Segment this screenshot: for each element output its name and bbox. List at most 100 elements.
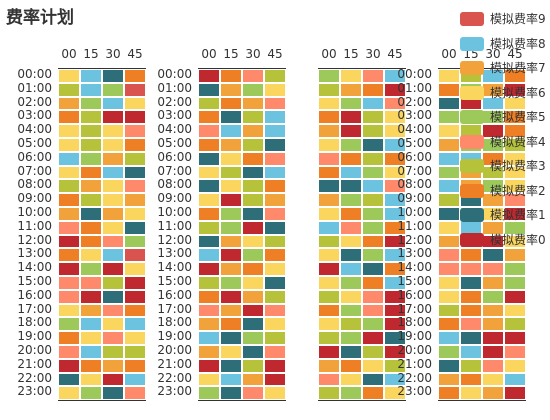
rate-cell[interactable] xyxy=(220,96,242,111)
rate-cell[interactable] xyxy=(80,151,102,166)
rate-cell[interactable] xyxy=(482,262,504,276)
rate-cell[interactable] xyxy=(242,372,264,387)
rate-cell[interactable] xyxy=(264,358,286,373)
rate-cell[interactable] xyxy=(384,289,406,304)
rate-cell[interactable] xyxy=(102,317,124,332)
rate-cell[interactable] xyxy=(242,289,264,304)
rate-cell[interactable] xyxy=(438,165,460,180)
rate-cell[interactable] xyxy=(198,138,220,152)
rate-cell[interactable] xyxy=(198,248,220,263)
rate-cell[interactable] xyxy=(80,179,102,194)
rate-cell[interactable] xyxy=(80,193,102,207)
rate-cell[interactable] xyxy=(340,110,362,125)
rate-cell[interactable] xyxy=(504,372,526,387)
rate-cell[interactable] xyxy=(80,220,102,235)
rate-cell[interactable] xyxy=(340,193,362,207)
rate-cell[interactable] xyxy=(318,124,340,138)
rate-cell[interactable] xyxy=(198,317,220,332)
rate-cell[interactable] xyxy=(242,96,264,111)
rate-cell[interactable] xyxy=(504,289,526,304)
rate-cell[interactable] xyxy=(318,82,340,97)
rate-cell[interactable] xyxy=(58,110,80,125)
rate-cell[interactable] xyxy=(504,262,526,276)
rate-cell[interactable] xyxy=(198,96,220,111)
rate-cell[interactable] xyxy=(102,331,124,345)
rate-cell[interactable] xyxy=(124,234,146,249)
rate-cell[interactable] xyxy=(198,193,220,207)
rate-cell[interactable] xyxy=(384,276,406,290)
rate-cell[interactable] xyxy=(482,372,504,387)
rate-cell[interactable] xyxy=(264,317,286,332)
rate-cell[interactable] xyxy=(438,289,460,304)
rate-cell[interactable] xyxy=(504,386,526,401)
rate-cell[interactable] xyxy=(124,386,146,401)
rate-cell[interactable] xyxy=(58,179,80,194)
rate-cell[interactable] xyxy=(340,138,362,152)
rate-cell[interactable] xyxy=(58,207,80,221)
rate-cell[interactable] xyxy=(460,358,482,373)
rate-cell[interactable] xyxy=(80,372,102,387)
rate-cell[interactable] xyxy=(220,124,242,138)
rate-cell[interactable] xyxy=(220,345,242,359)
rate-cell[interactable] xyxy=(384,110,406,125)
rate-cell[interactable] xyxy=(242,358,264,373)
rate-cell[interactable] xyxy=(198,207,220,221)
rate-cell[interactable] xyxy=(340,207,362,221)
rate-cell[interactable] xyxy=(102,96,124,111)
rate-cell[interactable] xyxy=(198,303,220,318)
rate-cell[interactable] xyxy=(362,220,384,235)
rate-cell[interactable] xyxy=(220,358,242,373)
rate-cell[interactable] xyxy=(58,386,80,401)
rate-cell[interactable] xyxy=(340,317,362,332)
rate-cell[interactable] xyxy=(220,234,242,249)
rate-cell[interactable] xyxy=(102,289,124,304)
rate-cell[interactable] xyxy=(460,303,482,318)
rate-cell[interactable] xyxy=(482,276,504,290)
rate-cell[interactable] xyxy=(80,234,102,249)
rate-cell[interactable] xyxy=(340,179,362,194)
rate-cell[interactable] xyxy=(504,331,526,345)
rate-cell[interactable] xyxy=(438,331,460,345)
rate-cell[interactable] xyxy=(504,193,526,207)
rate-cell[interactable] xyxy=(102,372,124,387)
rate-cell[interactable] xyxy=(242,110,264,125)
rate-cell[interactable] xyxy=(504,234,526,249)
rate-cell[interactable] xyxy=(460,276,482,290)
rate-cell[interactable] xyxy=(438,124,460,138)
rate-cell[interactable] xyxy=(438,234,460,249)
rate-cell[interactable] xyxy=(242,207,264,221)
rate-cell[interactable] xyxy=(264,220,286,235)
rate-cell[interactable] xyxy=(264,124,286,138)
rate-cell[interactable] xyxy=(504,248,526,263)
rate-cell[interactable] xyxy=(362,276,384,290)
rate-cell[interactable] xyxy=(438,317,460,332)
rate-cell[interactable] xyxy=(220,262,242,276)
rate-cell[interactable] xyxy=(80,276,102,290)
rate-cell[interactable] xyxy=(384,317,406,332)
rate-cell[interactable] xyxy=(384,193,406,207)
rate-cell[interactable] xyxy=(384,262,406,276)
rate-cell[interactable] xyxy=(362,207,384,221)
rate-cell[interactable] xyxy=(242,151,264,166)
rate-cell[interactable] xyxy=(362,69,384,83)
rate-cell[interactable] xyxy=(198,124,220,138)
rate-cell[interactable] xyxy=(80,138,102,152)
rate-cell[interactable] xyxy=(362,82,384,97)
rate-cell[interactable] xyxy=(384,151,406,166)
rate-cell[interactable] xyxy=(58,124,80,138)
rate-cell[interactable] xyxy=(340,276,362,290)
rate-cell[interactable] xyxy=(438,276,460,290)
rate-cell[interactable] xyxy=(198,331,220,345)
rate-cell[interactable] xyxy=(482,151,504,166)
rate-cell[interactable] xyxy=(80,331,102,345)
rate-cell[interactable] xyxy=(438,82,460,97)
rate-cell[interactable] xyxy=(362,124,384,138)
rate-cell[interactable] xyxy=(504,358,526,373)
rate-cell[interactable] xyxy=(362,358,384,373)
rate-cell[interactable] xyxy=(58,262,80,276)
rate-cell[interactable] xyxy=(124,124,146,138)
rate-cell[interactable] xyxy=(362,96,384,111)
rate-cell[interactable] xyxy=(362,110,384,125)
rate-cell[interactable] xyxy=(58,69,80,83)
rate-cell[interactable] xyxy=(220,372,242,387)
